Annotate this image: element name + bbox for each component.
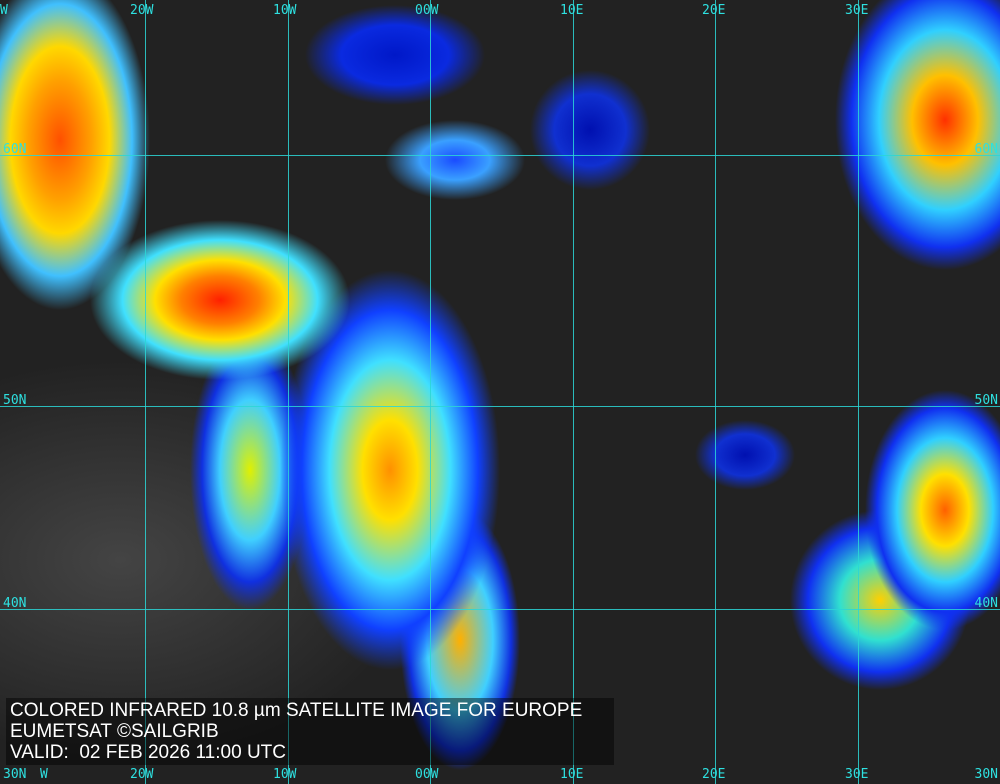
caption-title: COLORED INFRARED 10.8 µm SATELLITE IMAGE… xyxy=(10,700,583,721)
parallel-40n xyxy=(0,609,1000,610)
lon-label-bottom: 00W xyxy=(415,767,439,782)
lon-label-bottom: 10W xyxy=(273,767,297,782)
meridian-0 xyxy=(430,0,431,784)
meridian-10w xyxy=(288,0,289,784)
lon-label: 10E xyxy=(560,3,584,18)
lat-label-right: 50N xyxy=(974,393,998,408)
lat-label-left: 60N xyxy=(3,142,27,157)
lon-label-bottom: W xyxy=(40,767,48,782)
image-caption: COLORED INFRARED 10.8 µm SATELLITE IMAGE… xyxy=(6,698,614,765)
parallel-50n xyxy=(0,406,1000,407)
lat-label-left: 50N xyxy=(3,393,27,408)
lon-label: W xyxy=(0,3,8,18)
meridian-30e xyxy=(858,0,859,784)
lon-label: 00W xyxy=(415,3,439,18)
lon-label-bottom: 30E xyxy=(845,767,869,782)
parallel-60n xyxy=(0,155,1000,156)
lat-label-right: 60N xyxy=(974,142,998,157)
lon-label: 20W xyxy=(130,3,154,18)
meridian-10e xyxy=(573,0,574,784)
lon-label-bottom: 20E xyxy=(702,767,726,782)
lat-label-left: 30N xyxy=(3,767,27,782)
lat-label-left: 40N xyxy=(3,596,27,611)
lon-label: 10W xyxy=(273,3,297,18)
lon-label-bottom: 20W xyxy=(130,767,154,782)
meridian-20w xyxy=(145,0,146,784)
lon-label: 30E xyxy=(845,3,869,18)
lon-label: 20E xyxy=(702,3,726,18)
caption-valid-time: VALID: 02 FEB 2026 11:00 UTC xyxy=(10,742,286,763)
lat-label-right: 40N xyxy=(974,596,998,611)
caption-source: EUMETSAT ©SAILGRIB xyxy=(10,721,219,742)
lon-label-bottom: 10E xyxy=(560,767,584,782)
meridian-20e xyxy=(715,0,716,784)
lat-label-right: 30N xyxy=(974,767,998,782)
